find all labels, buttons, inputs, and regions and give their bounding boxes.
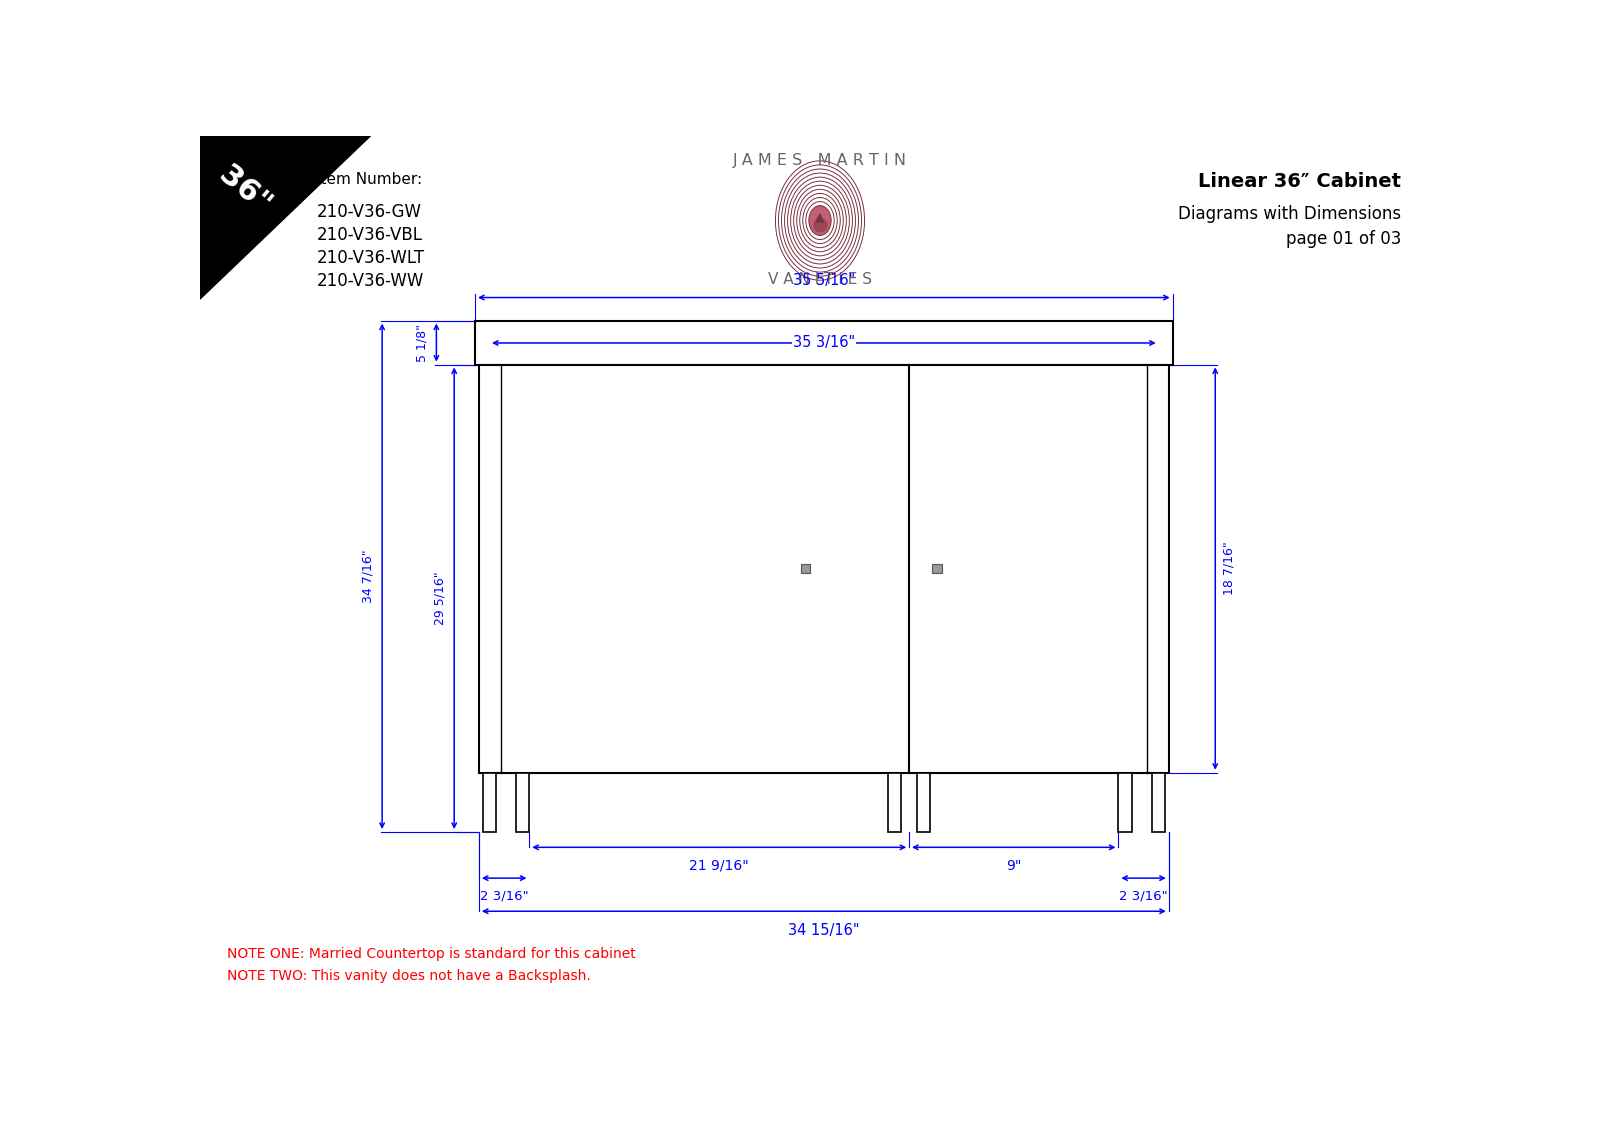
- Text: Linear 36″ Cabinet: Linear 36″ Cabinet: [1198, 172, 1402, 191]
- Text: 34 7/16": 34 7/16": [362, 549, 374, 603]
- Text: ▲: ▲: [814, 211, 826, 223]
- Text: 34 15/16": 34 15/16": [789, 923, 859, 937]
- Text: Diagrams with Dimensions: Diagrams with Dimensions: [1178, 205, 1402, 223]
- Text: 210-V36-VBL: 210-V36-VBL: [317, 226, 422, 243]
- Text: 36": 36": [213, 160, 277, 220]
- Bar: [478, 365, 1168, 773]
- Text: 210-V36-GW: 210-V36-GW: [317, 203, 421, 221]
- Bar: [917, 773, 930, 832]
- Text: 9": 9": [1006, 859, 1021, 873]
- Bar: [483, 773, 496, 832]
- Text: NOTE ONE: Married Countertop is standard for this cabinet: NOTE ONE: Married Countertop is standard…: [227, 947, 635, 961]
- Text: 35 5/16": 35 5/16": [792, 273, 854, 288]
- Text: 210-V36-WLT: 210-V36-WLT: [317, 249, 424, 267]
- Text: V A N I T I E S: V A N I T I E S: [768, 273, 872, 288]
- Text: 29 5/16": 29 5/16": [434, 572, 446, 625]
- Text: 21 9/16": 21 9/16": [690, 859, 749, 873]
- Text: Item Number:: Item Number:: [317, 172, 422, 187]
- Bar: [1118, 773, 1131, 832]
- Ellipse shape: [810, 206, 830, 235]
- Text: 18 7/16": 18 7/16": [1222, 542, 1235, 595]
- Bar: [1152, 773, 1165, 832]
- Bar: [475, 320, 1173, 365]
- Bar: [933, 564, 942, 573]
- Text: NOTE TWO: This vanity does not have a Backsplash.: NOTE TWO: This vanity does not have a Ba…: [227, 969, 590, 983]
- Text: 210-V36-WW: 210-V36-WW: [317, 272, 424, 290]
- Text: 2 3/16": 2 3/16": [1120, 890, 1168, 902]
- Bar: [517, 773, 530, 832]
- Bar: [800, 564, 810, 573]
- Text: page 01 of 03: page 01 of 03: [1286, 230, 1402, 248]
- Text: ●: ●: [811, 215, 829, 234]
- Text: J A M E S   M A R T I N: J A M E S M A R T I N: [733, 153, 907, 168]
- Bar: [888, 773, 901, 832]
- Text: 5 1/8": 5 1/8": [416, 324, 429, 361]
- Text: 35 3/16": 35 3/16": [794, 335, 854, 351]
- Text: 2 3/16": 2 3/16": [480, 890, 528, 902]
- Polygon shape: [200, 136, 371, 299]
